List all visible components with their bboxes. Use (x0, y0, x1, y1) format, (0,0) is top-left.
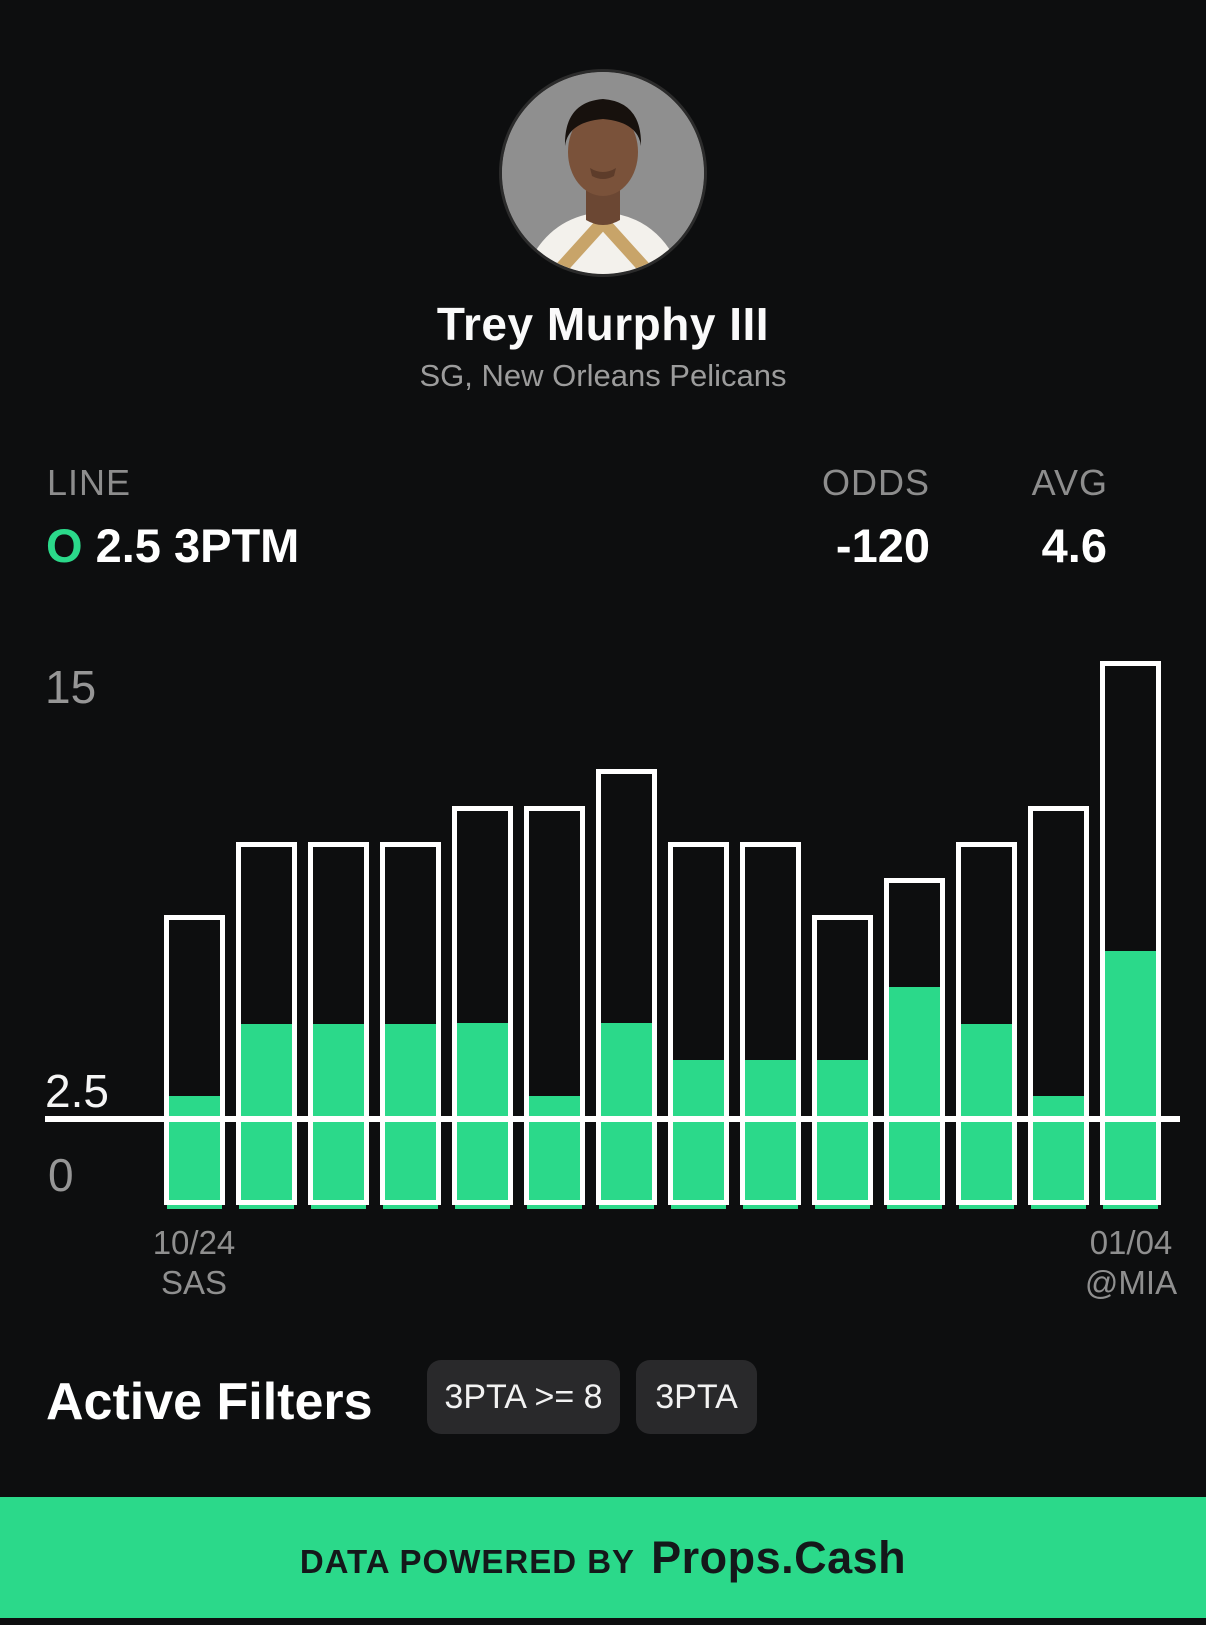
made-fill-5 (457, 1023, 508, 1200)
game-bar-6[interactable] (524, 805, 585, 1205)
line-value: O 2.5 3PTM (46, 518, 299, 573)
made-fill-12 (961, 1023, 1012, 1200)
game-bar-1[interactable] (164, 914, 225, 1205)
footer-brand: Props.Cash (651, 1531, 907, 1583)
page-title-player-name: Trey Murphy III (436, 298, 770, 350)
y-tick-15: 15 (45, 661, 97, 713)
game-bar-13[interactable] (1028, 805, 1089, 1205)
game-bar-9[interactable] (740, 842, 801, 1205)
made-fill-1 (169, 1096, 220, 1200)
game-bar-4[interactable] (380, 842, 441, 1205)
game-bar-7[interactable] (596, 769, 657, 1205)
made-fill-11 (889, 987, 940, 1200)
odds-label: ODDS (821, 462, 930, 503)
bar-base-sliver-13 (1031, 1204, 1086, 1209)
threshold-line-2-5 (45, 1116, 1180, 1122)
filter-chip-3pta[interactable]: 3PTA (636, 1360, 757, 1434)
x-axis-last-opponent: @MIA (1084, 1264, 1178, 1301)
game-bar-14[interactable] (1100, 660, 1161, 1205)
bar-base-sliver-5 (455, 1204, 510, 1209)
made-fill-6 (529, 1096, 580, 1200)
x-axis-first-opponent: SAS (160, 1264, 228, 1301)
footer-powered-by-label: DATA POWERED BY (299, 1542, 636, 1580)
bar-base-sliver-11 (887, 1204, 942, 1209)
bar-base-sliver-6 (527, 1204, 582, 1209)
footer-banner: DATA POWERED BY Props.Cash (0, 1497, 1206, 1618)
bar-base-sliver-9 (743, 1204, 798, 1209)
game-bar-3[interactable] (308, 842, 369, 1205)
active-filters-title: Active Filters (46, 1373, 373, 1431)
made-fill-10 (817, 1059, 868, 1200)
bar-base-sliver-4 (383, 1204, 438, 1209)
made-fill-2 (241, 1023, 292, 1200)
game-bar-12[interactable] (956, 842, 1017, 1205)
bar-base-sliver-14 (1103, 1204, 1158, 1209)
avg-value: 4.6 (1041, 519, 1107, 572)
player-avatar (502, 72, 704, 274)
player-position-team: SG, New Orleans Pelicans (419, 358, 787, 393)
bar-base-sliver-3 (311, 1204, 366, 1209)
game-bar-2[interactable] (236, 842, 297, 1205)
made-fill-3 (313, 1023, 364, 1200)
game-bar-10[interactable] (812, 914, 873, 1205)
x-axis-first-date: 10/24 (152, 1224, 236, 1261)
game-bar-5[interactable] (452, 805, 513, 1205)
player-photo-placeholder (502, 72, 704, 274)
made-fill-14 (1105, 950, 1156, 1200)
made-fill-4 (385, 1023, 436, 1200)
made-fill-7 (601, 1023, 652, 1200)
bar-base-sliver-1 (167, 1204, 222, 1209)
odds-value: -120 (835, 519, 930, 572)
made-fill-8 (673, 1059, 724, 1200)
bar-base-sliver-8 (671, 1204, 726, 1209)
bar-base-sliver-2 (239, 1204, 294, 1209)
line-stat: 2.5 3PTM (95, 519, 300, 572)
line-label: LINE (47, 462, 132, 503)
bar-base-sliver-7 (599, 1204, 654, 1209)
game-bar-8[interactable] (668, 842, 729, 1205)
avg-label: AVG (1031, 462, 1108, 503)
x-axis-last-date: 01/04 (1089, 1224, 1173, 1261)
made-fill-9 (745, 1059, 796, 1200)
y-tick-0: 0 (48, 1149, 74, 1201)
made-fill-13 (1033, 1096, 1084, 1200)
game-bar-11[interactable] (884, 878, 945, 1205)
bar-base-sliver-12 (959, 1204, 1014, 1209)
bar-base-sliver-10 (815, 1204, 870, 1209)
y-tick-2-5: 2.5 (45, 1065, 109, 1117)
filter-chip-3pta-gte-8[interactable]: 3PTA >= 8 (427, 1360, 620, 1434)
over-indicator: O (46, 519, 83, 572)
